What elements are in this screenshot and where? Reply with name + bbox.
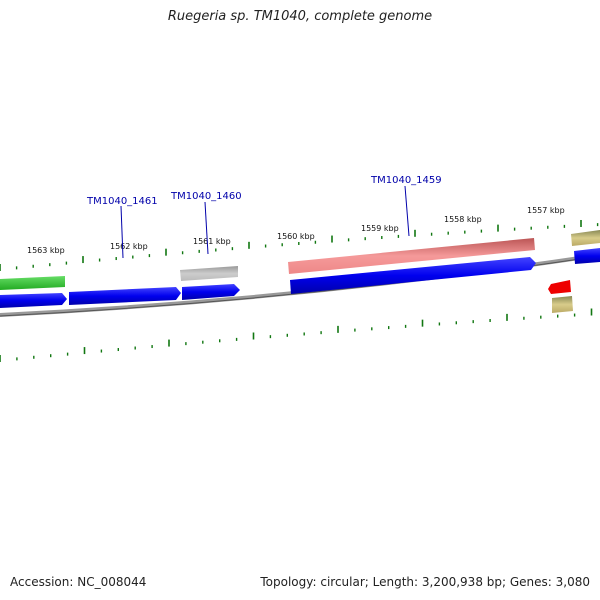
gene-label-tm1040-1460[interactable]: TM1040_1460 [170,191,242,202]
topology-text: Topology: circular; Length: 3,200,938 bp… [260,575,590,589]
kbp-label-1557: 1557 kbp [527,206,565,215]
gene-cds-1462[interactable] [0,293,67,308]
leader-line-1460 [204,201,209,255]
gene-misc-olive-bottom[interactable] [552,296,573,313]
accession-text: Accession: NC_008044 [10,575,147,589]
gene-cds-1459-strand[interactable] [290,257,536,294]
gene-tm1040-1459[interactable] [288,238,535,274]
gene-label-tm1040-1459[interactable]: TM1040_1459 [370,175,442,186]
leader-line-1459 [404,185,410,237]
gene-label-tm1040-1461[interactable]: TM1040_1461 [86,196,158,207]
gene-tm1040-1460[interactable] [182,284,240,300]
inner-scale-ticks [0,308,593,362]
kbp-label-1561: 1561 kbp [193,237,231,246]
kbp-label-1559: 1559 kbp [361,224,399,233]
kbp-label-1558: 1558 kbp [444,215,482,224]
kbp-label-1563: 1563 kbp [27,246,65,255]
gene-cds-right[interactable] [574,248,600,264]
gene-pseudo-gray[interactable] [180,266,238,281]
kbp-label-1562: 1562 kbp [110,242,148,251]
gene-misc-olive-top[interactable] [571,230,600,246]
gene-tm1040-1461[interactable] [69,287,181,305]
page-title: Ruegeria sp. TM1040, complete genome [167,9,433,24]
kbp-label-1560: 1560 kbp [277,232,315,241]
gene-rrna-green[interactable] [0,276,65,290]
gene-trna-red[interactable] [548,280,571,294]
leader-line-1461 [120,205,124,259]
outer-scale-ticks [0,219,599,271]
